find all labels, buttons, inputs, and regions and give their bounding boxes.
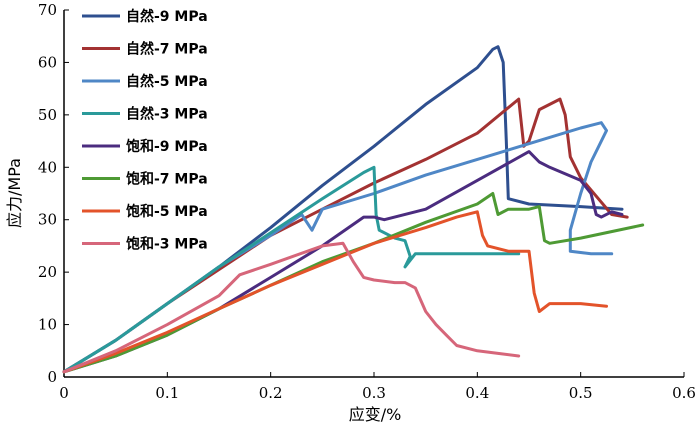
x-tick-label: 0.2 <box>259 384 283 402</box>
y-tick-label: 30 <box>38 211 57 229</box>
legend-label-5: 饱和-9 MPa <box>126 138 208 155</box>
y-tick-label: 50 <box>38 106 57 124</box>
y-tick-label: 20 <box>38 263 57 281</box>
series-line-7 <box>62 210 608 374</box>
legend-label-8: 饱和-3 MPa <box>126 236 208 253</box>
y-tick-label: 70 <box>38 1 57 19</box>
series-line-4 <box>62 165 521 374</box>
legend-label-1: 自然-9 MPa <box>126 8 208 25</box>
series-line-6 <box>62 192 645 374</box>
y-tick-label: 60 <box>38 53 57 71</box>
legend-label-7: 饱和-5 MPa <box>126 203 208 220</box>
legend-label-6: 饱和-7 MPa <box>126 171 208 188</box>
y-axis-title: 应力/MPa <box>5 158 24 228</box>
x-tick-label: 0.3 <box>362 384 386 402</box>
series-line-8 <box>62 241 521 374</box>
series-lines <box>62 45 645 374</box>
y-tick-label: 10 <box>38 316 57 334</box>
x-tick-label: 0.1 <box>155 384 179 402</box>
legend-label-4: 自然-3 MPa <box>126 106 208 123</box>
axis-ticks: 0 0.1 0.2 0.3 0.4 0.5 0.6 0 10 20 30 40 50 60 70 <box>38 1 696 402</box>
x-axis-title: 应变/% <box>349 405 402 424</box>
x-tick-label: 0.4 <box>465 384 489 402</box>
legend-label-3: 自然-5 MPa <box>126 73 208 90</box>
x-tick-label: 0.6 <box>672 384 696 402</box>
legend-label-2: 自然-7 MPa <box>126 41 208 58</box>
y-tick-label: 0 <box>47 368 57 386</box>
y-tick-label: 40 <box>38 158 57 176</box>
x-tick-label: 0.5 <box>569 384 593 402</box>
x-tick-label: 0 <box>59 384 69 402</box>
legend: 自然-9 MPa 自然-7 MPa 自然-5 MPa 自然-3 MPa 饱和-9 MPa… <box>82 8 208 253</box>
series-line-2 <box>62 97 629 374</box>
